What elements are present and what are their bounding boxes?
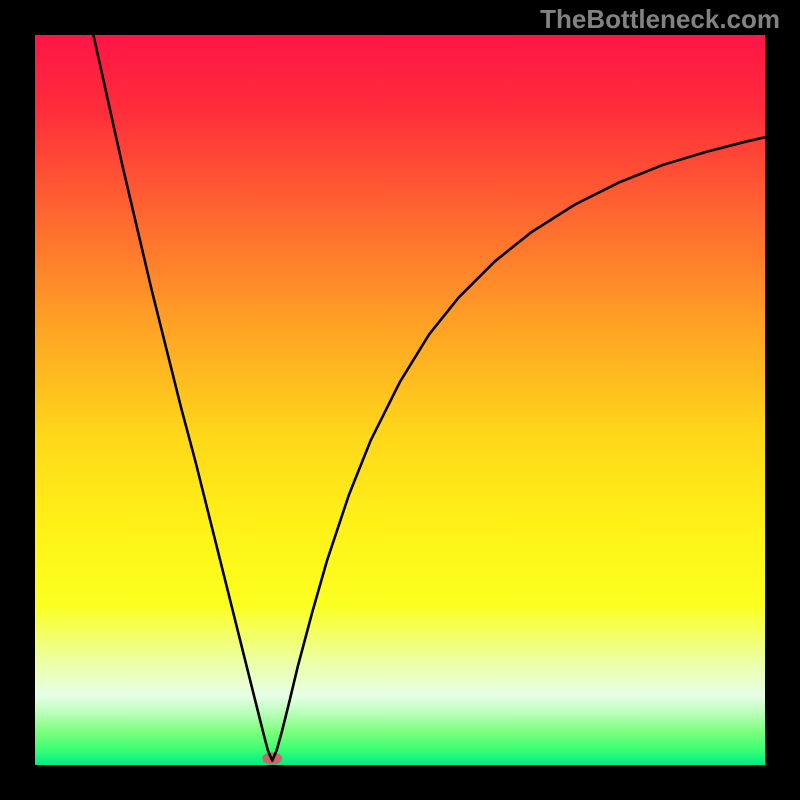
watermark-text: TheBottleneck.com xyxy=(540,4,780,35)
gradient-background xyxy=(35,35,765,765)
plot-area xyxy=(35,35,765,765)
chart-container: TheBottleneck.com xyxy=(0,0,800,800)
chart-svg xyxy=(35,35,765,765)
